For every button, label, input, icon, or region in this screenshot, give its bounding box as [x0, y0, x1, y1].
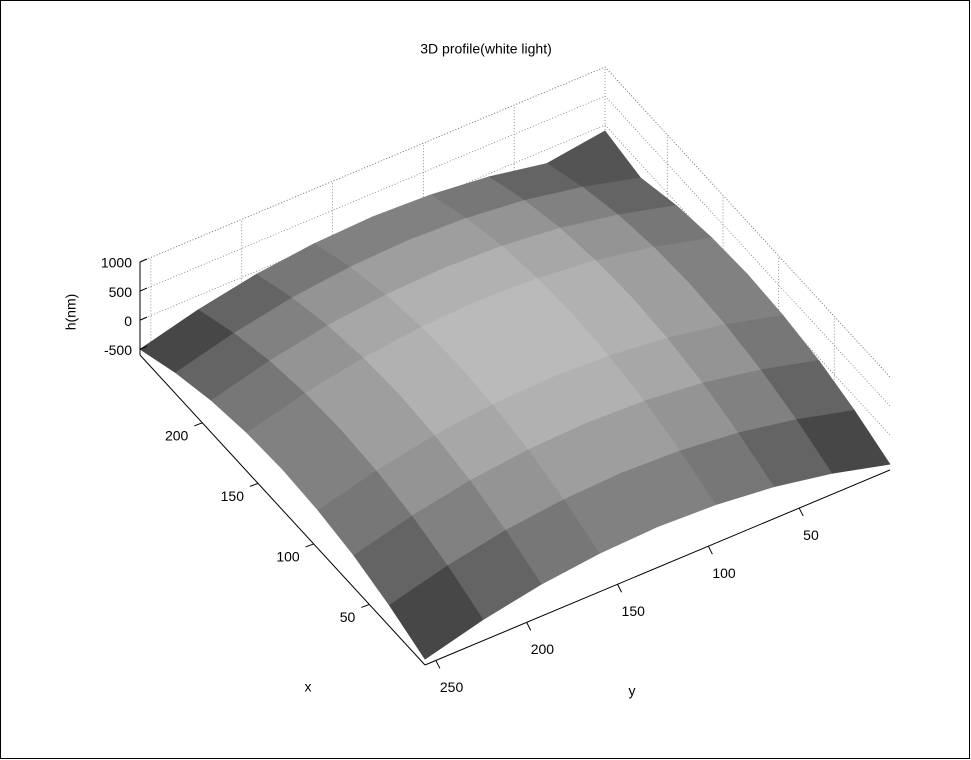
y-tick-label: 250 [440, 679, 464, 695]
z-axis-label: h(nm) [63, 294, 79, 331]
y-tick-label: 50 [803, 527, 819, 543]
z-tick-label: 1000 [101, 255, 132, 271]
y-tick-label: 200 [531, 641, 555, 657]
x-tick-label: 50 [340, 609, 356, 625]
chart-title: 3D profile(white light) [420, 41, 552, 57]
x-axis-label: x [305, 679, 312, 695]
x-tick-label: 150 [221, 488, 245, 504]
x-tick-label: 200 [165, 428, 189, 444]
y-tick-label: 100 [712, 565, 736, 581]
y-axis-label: y [629, 683, 636, 699]
chart: 3D profile(white light) h(nm) x y 50 100 1… [0, 0, 971, 760]
z-tick-label: -500 [104, 342, 132, 358]
x-tick-label: 100 [276, 549, 300, 565]
z-tick-label: 500 [109, 284, 133, 300]
y-tick-label: 150 [622, 603, 646, 619]
z-tick-label: 0 [124, 313, 132, 329]
